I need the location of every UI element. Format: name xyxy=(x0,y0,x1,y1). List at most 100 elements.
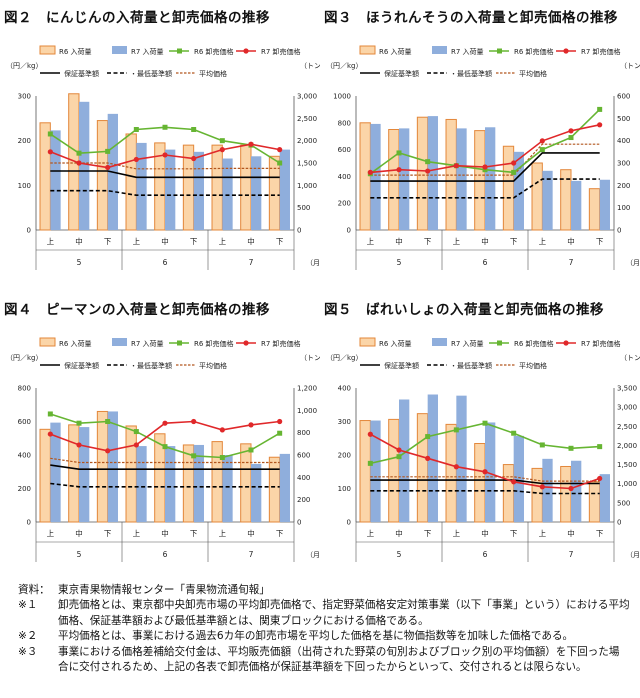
legend-label: R6 入荷量 xyxy=(59,339,92,348)
x-tick-label: 上 xyxy=(133,237,141,246)
x-tick-label: 中 xyxy=(75,528,83,538)
legend-label: R6 入荷量 xyxy=(379,339,412,348)
y-tick-left: 800 xyxy=(18,385,31,393)
point-r6-price xyxy=(219,138,225,144)
x-tick-label: 下 xyxy=(104,529,112,538)
note-text: 事業における価格差補給交付金は、平均販売価額（出荷された野菜の旬別およびブロック… xyxy=(58,645,620,674)
bar-r6-volume xyxy=(588,481,601,523)
bar-r7-volume xyxy=(50,422,61,522)
x-axis-unit-label: （月） xyxy=(626,551,640,559)
y-tick-right: 1,000 xyxy=(617,480,637,488)
x-tick-label: 上 xyxy=(47,237,55,246)
point-r7-price xyxy=(511,479,517,485)
chart-panel-carrot: 図２ にんじんの入荷量と卸売価格の推移 R6 入荷量 R7 入荷量 R6 卸売価格 R7… xyxy=(4,4,320,294)
legend-r7-price-marker xyxy=(563,340,569,346)
chart-title: 図５ ばれいしょの入荷量と卸売価格の推移 xyxy=(324,302,604,318)
point-r7-price xyxy=(568,485,574,492)
y-tick-left: 200 xyxy=(18,485,31,493)
line-minimum-price xyxy=(370,490,600,495)
legend-r7-price-marker xyxy=(563,48,569,54)
bar-r7-volume xyxy=(571,460,582,522)
y-tick-right: 1,000 xyxy=(297,182,317,190)
x-month-label: 6 xyxy=(483,258,488,267)
bar-r7-volume xyxy=(485,127,496,230)
bar-r7-volume xyxy=(571,180,582,230)
y-tick-right: 1,500 xyxy=(297,160,317,168)
y-tick-right: 400 xyxy=(297,474,310,482)
chart-panel-spinach: 図３ ほうれんそうの入荷量と卸売価格の推移 R6 入荷量 R7 入荷量 R6 卸売価格… xyxy=(324,4,640,294)
point-r6-price xyxy=(425,434,431,440)
x-tick-label: 中 xyxy=(567,236,575,246)
y-tick-right: 0 xyxy=(297,227,301,235)
line-average-price xyxy=(370,143,600,176)
y-tick-left: 400 xyxy=(338,385,351,393)
y-axis-left-label: （円／kg） xyxy=(326,354,363,362)
point-r7-price xyxy=(191,155,197,162)
point-r6-price xyxy=(425,159,431,165)
x-tick-label: 下 xyxy=(190,529,198,538)
y-tick-right: 600 xyxy=(617,93,630,101)
x-tick-label: 中 xyxy=(161,236,169,246)
x-tick-label: 上 xyxy=(367,529,375,538)
bar-r7-volume xyxy=(370,420,381,522)
x-tick-label: 下 xyxy=(596,529,604,538)
y-tick-left: 0 xyxy=(347,519,351,527)
chart-panel-potato: 図５ ばれいしょの入荷量と卸売価格の推移 R6 入荷量 R7 入荷量 R6 卸売価格 R… xyxy=(324,296,640,586)
point-r6-price xyxy=(47,131,53,137)
bar-r6-volume xyxy=(268,155,281,231)
y-axis-right-label: （トン） xyxy=(300,62,320,70)
bar-r6-volume xyxy=(96,120,109,231)
bar-r6-volume xyxy=(268,456,281,523)
y-axis-left-label: （円／kg） xyxy=(326,62,363,70)
point-r7-price xyxy=(248,141,254,147)
bar-r7-volume xyxy=(513,151,524,230)
bar-r7-volume xyxy=(222,158,233,230)
y-axis-left-label: （円／kg） xyxy=(6,62,43,70)
point-r6-price xyxy=(162,444,168,450)
y-axis-left-label: （円／kg） xyxy=(6,354,43,362)
x-tick-label: 下 xyxy=(276,237,284,246)
bar-r7-volume xyxy=(251,156,262,230)
x-axis-unit-label: （月） xyxy=(306,259,320,267)
bar-r6-volume xyxy=(96,410,109,523)
chart-panel-pepper: 図４ ピーマンの入荷量と卸売価格の推移 R6 入荷量 R7 入荷量 R6 卸売価格 R7… xyxy=(4,296,320,586)
bar-r7-volume xyxy=(136,142,147,230)
y-tick-left: 300 xyxy=(18,93,31,101)
note-source: 資料： 東京青果物情報センター「青果物流通旬報」 xyxy=(18,583,630,598)
bar-r7-volume xyxy=(599,179,610,230)
bar-r7-volume xyxy=(279,149,290,230)
chart-title: 図２ にんじんの入荷量と卸売価格の推移 xyxy=(4,10,270,26)
note-1: ※１ 卸売価格とは、東京都中央卸売市場の平均卸売価格で、指定野菜価格安定対策事業… xyxy=(18,598,630,629)
x-axis-unit-label: （月） xyxy=(626,259,640,267)
point-r6-price xyxy=(453,427,459,433)
legend-r6-price-marker xyxy=(177,340,182,346)
y-tick-right: 3,500 xyxy=(617,385,637,393)
point-r7-price xyxy=(367,431,373,437)
x-month-label: 7 xyxy=(569,258,574,267)
legend-label: 平均価格 xyxy=(199,69,227,78)
point-r7-price xyxy=(76,160,82,166)
legend-label: R7 入荷量 xyxy=(131,47,164,56)
note-mark: ※３ xyxy=(18,645,38,658)
legend-label: R6 入荷量 xyxy=(59,47,92,56)
x-tick-label: 中 xyxy=(395,528,403,538)
point-r6-price xyxy=(133,127,139,132)
y-tick-right: 600 xyxy=(297,452,310,460)
point-r7-price xyxy=(425,168,431,174)
legend-r7-volume-swatch xyxy=(432,338,447,346)
point-r7-price xyxy=(133,156,139,163)
y-tick-right: 200 xyxy=(297,496,310,504)
bar-r7-volume xyxy=(279,453,290,522)
y-tick-left: 800 xyxy=(338,119,351,127)
point-r6-price xyxy=(367,460,373,466)
bar-r6-volume xyxy=(531,467,543,523)
point-r7-price xyxy=(191,418,197,425)
legend-r6-volume-swatch xyxy=(39,337,56,347)
bar-r6-volume xyxy=(474,443,486,523)
x-tick-label: 上 xyxy=(453,529,461,538)
point-r7-price xyxy=(453,464,459,470)
legend-label: R7 卸売価格 xyxy=(261,47,301,56)
